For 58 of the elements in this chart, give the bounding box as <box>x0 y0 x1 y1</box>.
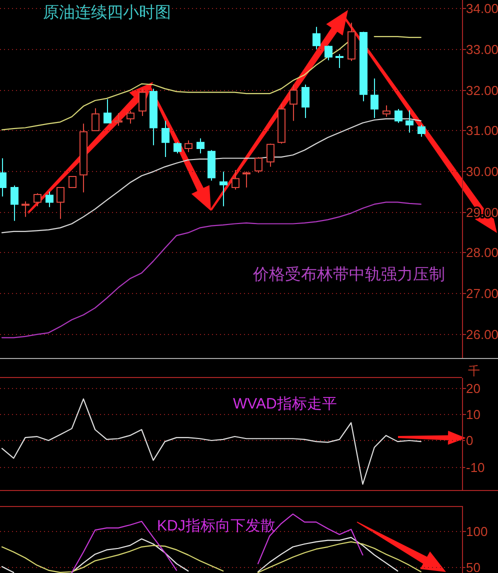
candlestick <box>46 191 54 208</box>
y-tick-label: 0 <box>466 433 474 448</box>
line-series <box>1 118 422 234</box>
candlestick <box>150 88 158 146</box>
y-tick-label: 28.00 <box>466 245 498 260</box>
candlestick <box>220 171 228 207</box>
chart-title: 原油连续四小时图 <box>43 4 171 22</box>
candlestick <box>406 110 414 134</box>
candlestick <box>394 108 402 124</box>
y-tick-label: 50 <box>466 560 480 573</box>
candlestick <box>348 22 356 62</box>
candlestick <box>302 84 310 118</box>
candlestick <box>56 187 64 220</box>
candlestick <box>104 98 112 124</box>
y-tick-label: 33.00 <box>466 42 498 57</box>
candlestick <box>370 78 378 118</box>
y-tick-label: 34.00 <box>466 1 498 16</box>
candlestick <box>208 150 216 182</box>
candlestick <box>22 200 30 218</box>
candlestick <box>382 104 390 118</box>
candlestick <box>360 31 368 102</box>
y-tick-label: 26.00 <box>466 327 498 342</box>
candlestick <box>278 104 286 144</box>
candlestick <box>242 171 250 188</box>
candlestick <box>0 158 6 197</box>
candlestick <box>92 108 100 132</box>
candlestick <box>336 54 344 68</box>
candlestick <box>184 140 192 153</box>
y-tick-label: 32.00 <box>466 83 498 98</box>
candlestick <box>114 112 122 126</box>
candlestick <box>138 88 146 116</box>
candlestick <box>266 143 274 168</box>
y-tick-label: 27.00 <box>466 286 498 301</box>
candlestick <box>290 84 298 122</box>
candlestick <box>418 124 426 138</box>
y-tick-label: 10 <box>466 407 480 422</box>
candlestick <box>80 123 88 193</box>
y-tick-label: -10 <box>466 460 485 475</box>
y-tick-label: 30.00 <box>466 164 498 179</box>
annotation: 价格受布林带中轨强力压制 <box>252 266 445 284</box>
candlestick <box>10 185 18 222</box>
candlestick <box>196 138 204 154</box>
candlestick <box>68 176 76 188</box>
candlestick <box>324 45 332 61</box>
y-tick-label: 20 <box>466 381 480 396</box>
candlestick <box>162 120 170 158</box>
line-series <box>1 398 422 485</box>
candlestick <box>34 192 42 207</box>
candlestick <box>254 156 262 174</box>
y-axis-title: 千 <box>468 364 480 378</box>
candlestick <box>312 26 320 50</box>
annotation: KDJ指标向下发散 <box>157 518 276 534</box>
candlestick <box>174 142 182 154</box>
y-tick-label: 31.00 <box>466 123 498 138</box>
annotation: WVAD指标走平 <box>233 396 337 412</box>
candlestick <box>232 170 240 190</box>
y-tick-label: 100 <box>466 524 488 539</box>
candlestick <box>126 110 134 124</box>
